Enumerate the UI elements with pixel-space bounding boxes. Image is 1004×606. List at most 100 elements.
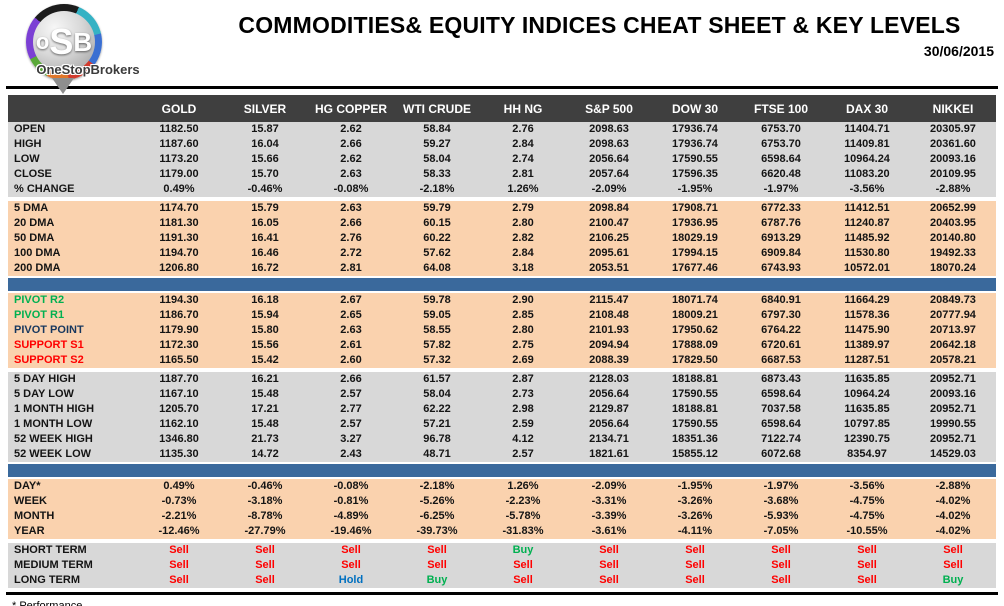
value-cell: 1.26% — [480, 182, 566, 197]
value-cell: 17908.71 — [652, 201, 738, 216]
value-cell: 15.70 — [222, 167, 308, 182]
column-header-wti-crude: WTI CRUDE — [394, 95, 480, 122]
value-cell: 2101.93 — [566, 323, 652, 338]
value-cell: 2.57 — [308, 417, 394, 432]
signal-cell: Sell — [480, 558, 566, 573]
value-cell: 2056.64 — [566, 152, 652, 167]
table-block: DAY* 0.49% -0.46% -0.08% -2.18% 1.26% -2.09% -1… — [8, 478, 996, 539]
value-cell: 2.84 — [480, 137, 566, 152]
value-cell: 1.26% — [480, 478, 566, 494]
signal-cell: Buy — [394, 573, 480, 588]
value-cell: 15.79 — [222, 201, 308, 216]
value-cell: 58.33 — [394, 167, 480, 182]
value-cell: 1186.70 — [136, 308, 222, 323]
table-row: PIVOT R2 1194.30 16.18 2.67 59.78 2.90 2115.47… — [8, 292, 996, 308]
value-cell: -1.97% — [738, 478, 824, 494]
signal-cell: Sell — [566, 543, 652, 558]
value-cell: -39.73% — [394, 524, 480, 539]
value-cell: -5.93% — [738, 509, 824, 524]
value-cell: 17936.74 — [652, 122, 738, 137]
value-cell: 2134.71 — [566, 432, 652, 447]
value-cell: 57.62 — [394, 246, 480, 261]
value-cell: 10572.01 — [824, 261, 910, 277]
value-cell: 17596.35 — [652, 167, 738, 182]
value-cell: 15.48 — [222, 417, 308, 432]
value-cell: 2.81 — [308, 261, 394, 277]
value-cell: -2.09% — [566, 478, 652, 494]
column-header-ftse-100: FTSE 100 — [738, 95, 824, 122]
value-cell: 20305.97 — [910, 122, 996, 137]
column-header-hg-copper: HG COPPER — [308, 95, 394, 122]
signal-cell: Sell — [394, 558, 480, 573]
row-label: 5 DAY LOW — [8, 387, 136, 402]
column-headers: GOLD SILVER HG COPPER WTI CRUDE HH NG S&P 500… — [8, 95, 996, 122]
value-cell: -5.26% — [394, 494, 480, 509]
row-label: 5 DMA — [8, 201, 136, 216]
row-label: 52 WEEK LOW — [8, 447, 136, 463]
value-cell: 20093.16 — [910, 152, 996, 167]
table-row: 5 DAY LOW 1167.10 15.48 2.57 58.04 2.73 2056.6… — [8, 387, 996, 402]
value-cell: 20849.73 — [910, 292, 996, 308]
value-cell: 2.65 — [308, 308, 394, 323]
value-cell: 16.41 — [222, 231, 308, 246]
value-cell: 11530.80 — [824, 246, 910, 261]
value-cell: -1.95% — [652, 478, 738, 494]
value-cell: 10964.24 — [824, 152, 910, 167]
corner-cell — [8, 95, 136, 122]
value-cell: -1.95% — [652, 182, 738, 197]
value-cell: 2.60 — [308, 353, 394, 368]
value-cell: 15.66 — [222, 152, 308, 167]
row-label: LOW — [8, 152, 136, 167]
table-row: MONTH -2.21% -8.78% -4.89% -6.25% -5.78% -3.39… — [8, 509, 996, 524]
value-cell: 17590.55 — [652, 152, 738, 167]
value-cell: 10964.24 — [824, 387, 910, 402]
value-cell: -4.89% — [308, 509, 394, 524]
value-cell: -4.02% — [910, 524, 996, 539]
table-row: 1 MONTH LOW 1162.10 15.48 2.57 57.21 2.59 2056… — [8, 417, 996, 432]
value-cell: 1135.30 — [136, 447, 222, 463]
signal-cell: Sell — [222, 543, 308, 558]
value-cell: 57.32 — [394, 353, 480, 368]
value-cell: 1194.30 — [136, 292, 222, 308]
row-label: 20 DMA — [8, 216, 136, 231]
table-row: DAY* 0.49% -0.46% -0.08% -2.18% 1.26% -2.09% -1… — [8, 478, 996, 494]
signal-cell: Sell — [652, 573, 738, 588]
value-cell: 2.63 — [308, 323, 394, 338]
value-cell: -3.26% — [652, 494, 738, 509]
blue-separator-bar — [8, 276, 996, 293]
value-cell: 2.62 — [308, 122, 394, 137]
value-cell: 6687.53 — [738, 353, 824, 368]
signal-cell: Sell — [566, 558, 652, 573]
value-cell: 6620.48 — [738, 167, 824, 182]
row-label: SUPPORT S2 — [8, 353, 136, 368]
value-cell: 6720.61 — [738, 338, 824, 353]
table-row: % CHANGE 0.49% -0.46% -0.08% -2.18% 1.26% -2.0… — [8, 182, 996, 197]
value-cell: 2057.64 — [566, 167, 652, 182]
value-cell: 2.63 — [308, 167, 394, 182]
logo-pin-tail — [52, 78, 74, 94]
value-cell: 20952.71 — [910, 432, 996, 447]
value-cell: 6072.68 — [738, 447, 824, 463]
table-row: HIGH 1187.60 16.04 2.66 59.27 2.84 2098.63 1793… — [8, 137, 996, 152]
value-cell: 2.72 — [308, 246, 394, 261]
value-cell: 2128.03 — [566, 372, 652, 387]
value-cell: 18188.81 — [652, 372, 738, 387]
value-cell: 96.78 — [394, 432, 480, 447]
value-cell: 1187.60 — [136, 137, 222, 152]
value-cell: 2115.47 — [566, 292, 652, 308]
value-cell: 2.69 — [480, 353, 566, 368]
value-cell: 7037.58 — [738, 402, 824, 417]
value-cell: -6.25% — [394, 509, 480, 524]
value-cell: 2053.51 — [566, 261, 652, 277]
value-cell: 2.61 — [308, 338, 394, 353]
value-cell: 1182.50 — [136, 122, 222, 137]
value-cell: 1191.30 — [136, 231, 222, 246]
value-cell: 11083.20 — [824, 167, 910, 182]
value-cell: 61.57 — [394, 372, 480, 387]
column-header-dow-30: DOW 30 — [652, 95, 738, 122]
value-cell: 20713.97 — [910, 323, 996, 338]
value-cell: 11475.90 — [824, 323, 910, 338]
value-cell: 11664.29 — [824, 292, 910, 308]
value-cell: 2.84 — [480, 246, 566, 261]
